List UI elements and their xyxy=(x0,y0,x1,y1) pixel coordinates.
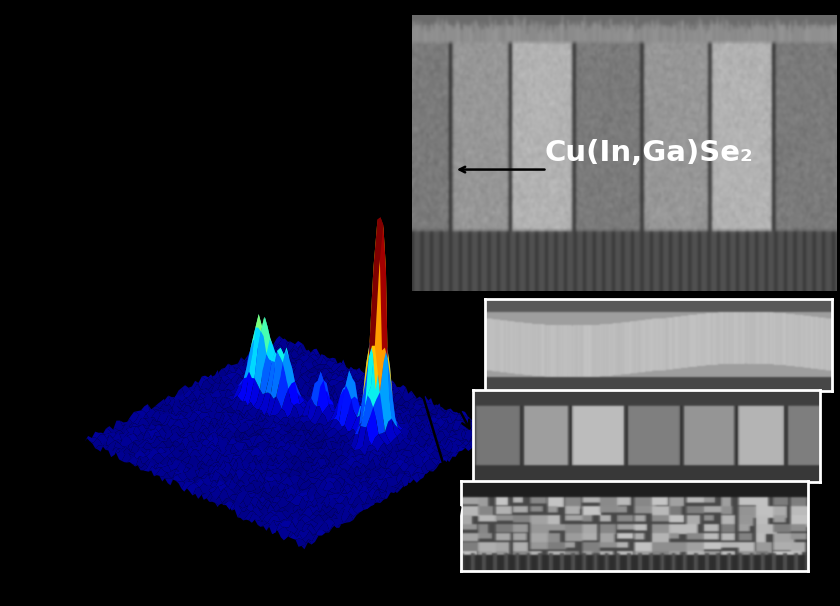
Text: Cu(In,Ga)Se₂: Cu(In,Ga)Se₂ xyxy=(545,139,753,167)
